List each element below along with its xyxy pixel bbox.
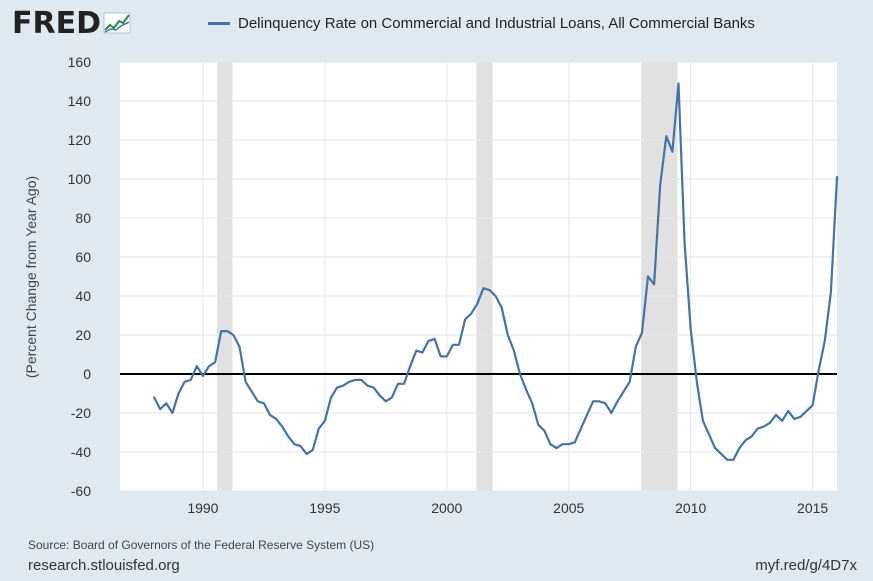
recession-band — [476, 62, 493, 491]
y-tick-label: -40 — [71, 444, 91, 460]
x-tick-label: 2010 — [675, 500, 706, 516]
recession-band — [640, 62, 678, 491]
legend-label: Delinquency Rate on Commercial and Indus… — [238, 15, 755, 32]
y-tick-label: 20 — [75, 327, 91, 343]
y-tick-label: -60 — [71, 483, 91, 499]
y-tick-label: 160 — [68, 54, 92, 70]
y-tick-label: 0 — [83, 366, 91, 382]
y-tick-label: 40 — [75, 288, 91, 304]
short-link[interactable]: myf.red/g/4D7x — [755, 557, 857, 574]
y-tick-label: -20 — [71, 405, 91, 421]
legend-swatch — [208, 22, 230, 25]
recession-band — [217, 62, 233, 491]
logo-text: FRED — [12, 6, 101, 41]
y-tick-label: 120 — [68, 132, 92, 148]
chart-line-icon — [103, 9, 133, 40]
y-axis-label: (Percent Change from Year Ago) — [23, 175, 39, 379]
y-tick-label: 100 — [68, 171, 92, 187]
chart-legend: Delinquency Rate on Commercial and Indus… — [208, 15, 755, 32]
chart-header: FRED Delinquency Rate on Commercial and … — [0, 0, 873, 52]
x-axis-ticks: 1990 1995 2000 2005 2010 2015 — [187, 500, 828, 516]
source-note: Source: Board of Governors of the Federa… — [28, 538, 375, 552]
x-tick-label: 2015 — [797, 500, 828, 516]
x-tick-label: 1995 — [309, 500, 340, 516]
y-tick-label: 80 — [75, 210, 91, 226]
y-tick-label: 60 — [75, 249, 91, 265]
y-tick-label: 140 — [68, 93, 92, 109]
x-tick-label: 2000 — [431, 500, 462, 516]
x-tick-label: 1990 — [187, 500, 218, 516]
fred-logo[interactable]: FRED — [12, 7, 133, 41]
x-tick-label: 2005 — [553, 500, 584, 516]
site-link[interactable]: research.stlouisfed.org — [28, 557, 180, 574]
line-chart: -60 -40 -20 0 20 40 60 80 100 120 140 160 1990 1995 2… — [68, 54, 839, 516]
y-axis-ticks: -60 -40 -20 0 20 40 60 80 100 120 140 160 — [68, 54, 92, 499]
series-line — [153, 82, 839, 461]
series-layer — [153, 82, 839, 461]
